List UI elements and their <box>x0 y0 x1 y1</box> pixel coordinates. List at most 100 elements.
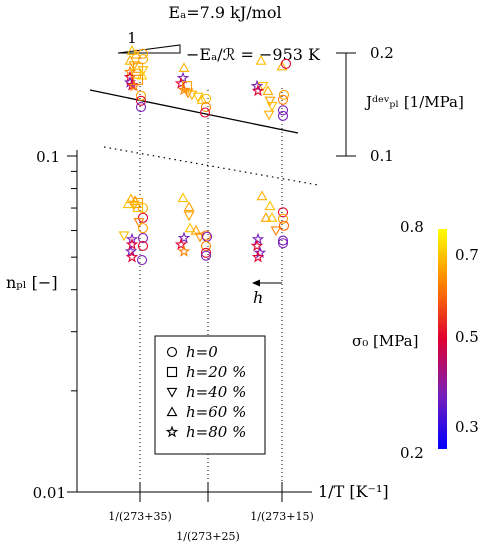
humidity-arrow-head <box>252 279 260 287</box>
data-point-triangle-up <box>126 45 138 55</box>
slope-triangle-slope-label: −Eₐ/ℛ = −953 K <box>186 45 321 64</box>
data-point-circle <box>135 90 147 101</box>
x-tick-label-25: 1/(273+25) <box>176 530 240 543</box>
data-point-circle <box>199 107 211 118</box>
data-point-circle <box>277 207 289 218</box>
data-point-triangle-down <box>183 211 195 222</box>
npl-fit-line <box>103 146 319 186</box>
data-point-triangle-up <box>264 200 276 211</box>
data-point-star <box>251 84 265 97</box>
legend-label: h=0 <box>186 343 218 361</box>
data-point-circle <box>135 95 147 106</box>
data-point-star <box>125 237 139 250</box>
data-point-circle <box>280 58 292 69</box>
bottom-axis: 1/(273+35) 1/(273+25) 1/(273+15) 1/T [K⁻… <box>77 482 389 543</box>
legend-marker-triangle-up <box>166 406 178 417</box>
legend-label: h=60 % <box>186 403 246 421</box>
data-point-star <box>251 232 265 245</box>
slope-triangle-shape <box>117 44 181 54</box>
data-point-star <box>177 244 191 257</box>
data-point-triangle-down <box>128 200 140 211</box>
data-point-circle <box>137 202 149 214</box>
data-point-circle <box>137 212 149 223</box>
colorbar-tick-0.7: 0.7 <box>455 246 479 264</box>
activation-energy-annotation: Eₐ=7.9 kJ/mol <box>168 3 281 22</box>
colorbar-min-label: 0.2 <box>400 444 424 462</box>
data-point-circle <box>200 240 212 251</box>
data-point-circle <box>277 238 289 249</box>
data-point-star <box>125 250 139 263</box>
x-tick-label-15: 1/(273+15) <box>250 510 314 523</box>
data-point-circle <box>200 250 212 261</box>
colorbar-gradient <box>438 229 447 449</box>
data-point-star <box>176 71 190 84</box>
colorbar-tick-0.5: 0.5 <box>455 328 479 346</box>
data-point-triangle-up <box>276 60 288 71</box>
data-point-triangle-up <box>260 212 272 222</box>
data-point-triangle-down <box>264 96 276 107</box>
colorbar-tick-0.3: 0.3 <box>455 418 479 436</box>
data-point-triangle-down <box>257 82 269 92</box>
data-point-triangle-down <box>118 231 130 242</box>
colorbar-max-label: 0.8 <box>400 218 424 236</box>
data-point-triangle-down <box>133 218 145 228</box>
data-point-triangle-down <box>128 61 140 72</box>
data-point-circle <box>137 223 149 234</box>
data-point-circle <box>136 255 148 266</box>
data-point-circle <box>200 102 212 113</box>
data-point-triangle-down <box>263 110 275 121</box>
x-axis-label: 1/T [K⁻¹] <box>318 482 389 501</box>
data-point-circle <box>135 102 147 113</box>
colorbar: 0.8 0.7 0.5 0.3 0.2 σ₀ [MPa] <box>352 218 479 462</box>
compliance-fit-line <box>89 89 299 134</box>
data-point-circle <box>277 110 289 121</box>
data-point-triangle-up <box>262 85 274 96</box>
data-point-triangle-up <box>196 94 208 104</box>
legend-marker-square <box>166 366 178 378</box>
data-point-circle <box>137 232 149 244</box>
data-point-triangle-down <box>182 88 194 99</box>
data-point-star <box>174 237 188 250</box>
x-tick-label-35: 1/(273+35) <box>108 510 172 523</box>
data-point-star <box>123 65 137 78</box>
data-points <box>118 45 292 266</box>
y-tick-label-0.01: 0.01 <box>33 484 66 502</box>
legend-label: h=40 % <box>186 383 246 401</box>
data-point-circle <box>277 235 289 246</box>
data-point-triangle-up <box>256 190 268 201</box>
y-axis-label: nₚₗ [−] <box>6 273 58 292</box>
data-point-circle <box>137 240 149 251</box>
legend-marker-triangle-down <box>166 387 178 398</box>
data-point-circle <box>137 48 149 59</box>
data-point-star <box>125 232 139 245</box>
data-point-star <box>253 246 267 259</box>
data-point-circle <box>278 220 290 231</box>
data-point-circle <box>200 247 212 258</box>
left-axis-minor-ticks <box>71 170 77 392</box>
data-point-triangle-down <box>192 92 204 103</box>
data-point-star <box>127 79 141 92</box>
slope-triangle-run-label: 1 <box>127 29 137 47</box>
data-point-circle <box>277 94 289 105</box>
data-point-triangle-down <box>266 101 278 112</box>
legend-label: h=80 % <box>186 423 246 441</box>
right-axis-tick-label-0.2: 0.2 <box>370 44 394 62</box>
data-point-circle <box>277 213 289 224</box>
humidity-arrow: h <box>252 279 282 307</box>
data-point-triangle-up <box>183 201 195 212</box>
data-point-star <box>177 231 191 244</box>
data-point-triangle-up <box>124 54 136 65</box>
legend-entries: h=0 h=20 % h=40 % h=60 % h=80 % <box>165 343 246 441</box>
slope-triangle: 1 −Eₐ/ℛ = −953 K <box>117 29 321 64</box>
right-axis-tick-label-0.1: 0.1 <box>370 147 394 165</box>
data-point-star <box>251 250 265 263</box>
data-point-triangle-up <box>177 192 189 203</box>
left-axis: 0.1 0.01 nₚₗ [−] <box>6 148 78 502</box>
data-point-triangle-up <box>255 54 267 65</box>
right-axis-label: Jᵈᵉᵛₚₗ [1/MPa] <box>364 93 464 111</box>
humidity-arrow-label: h <box>253 288 263 307</box>
data-point-circle <box>278 89 290 100</box>
data-point-circle <box>277 105 289 116</box>
right-axis: 0.2 0.1 Jᵈᵉᵛₚₗ [1/MPa] <box>336 44 464 165</box>
